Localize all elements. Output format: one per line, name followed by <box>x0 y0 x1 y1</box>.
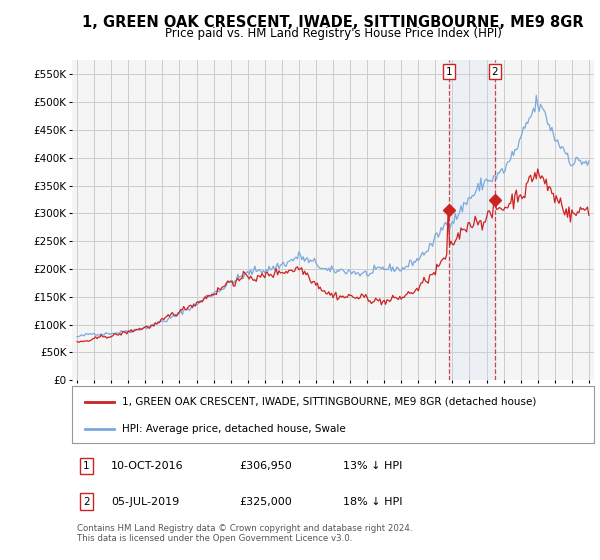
Text: HPI: Average price, detached house, Swale: HPI: Average price, detached house, Swal… <box>122 424 346 434</box>
Text: Contains HM Land Registry data © Crown copyright and database right 2024.
This d: Contains HM Land Registry data © Crown c… <box>77 524 413 543</box>
Text: 1: 1 <box>83 461 90 471</box>
Text: 2: 2 <box>83 497 90 507</box>
Text: 1: 1 <box>445 67 452 77</box>
Text: 18% ↓ HPI: 18% ↓ HPI <box>343 497 403 507</box>
Text: 2: 2 <box>492 67 499 77</box>
Text: 1, GREEN OAK CRESCENT, IWADE, SITTINGBOURNE, ME9 8GR: 1, GREEN OAK CRESCENT, IWADE, SITTINGBOU… <box>82 15 584 30</box>
Text: Price paid vs. HM Land Registry's House Price Index (HPI): Price paid vs. HM Land Registry's House … <box>164 27 502 40</box>
Bar <box>449 60 495 380</box>
Text: 05-JUL-2019: 05-JUL-2019 <box>111 497 179 507</box>
Text: £306,950: £306,950 <box>239 461 292 471</box>
Text: 10-OCT-2016: 10-OCT-2016 <box>111 461 184 471</box>
Text: 13% ↓ HPI: 13% ↓ HPI <box>343 461 403 471</box>
Text: 1, GREEN OAK CRESCENT, IWADE, SITTINGBOURNE, ME9 8GR (detached house): 1, GREEN OAK CRESCENT, IWADE, SITTINGBOU… <box>122 396 536 407</box>
Text: £325,000: £325,000 <box>239 497 292 507</box>
